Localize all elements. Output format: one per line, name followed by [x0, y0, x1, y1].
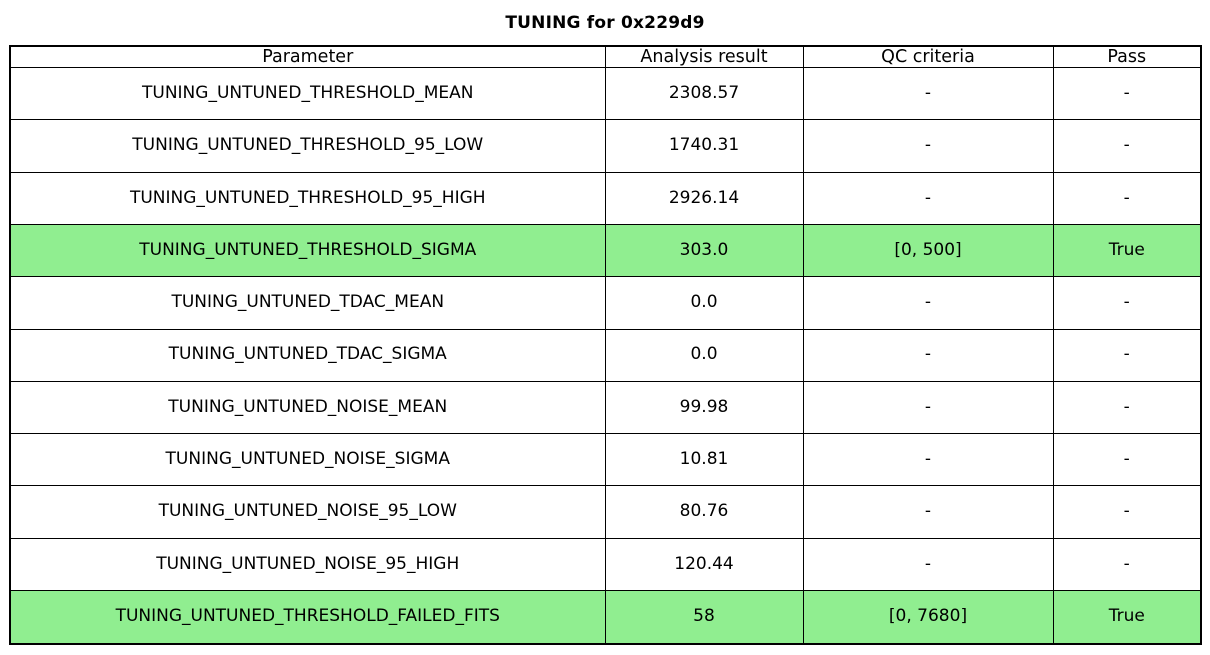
cell-analysis-result: 99.98	[604, 380, 804, 435]
qc-table-container: Parameter Analysis result QC criteria Pa…	[9, 45, 1202, 645]
cell-pass: -	[1052, 67, 1202, 121]
qc-results-table: Parameter Analysis result QC criteria Pa…	[9, 45, 1202, 645]
cell-analysis-result: 80.76	[604, 485, 804, 539]
cell-pass: -	[1052, 119, 1202, 173]
cell-qc-criteria: -	[802, 328, 1054, 382]
cell-parameter: TUNING_UNTUNED_NOISE_MEAN	[9, 380, 606, 435]
cell-parameter: TUNING_UNTUNED_NOISE_95_LOW	[9, 485, 606, 539]
column-header-parameter: Parameter	[9, 45, 606, 69]
cell-parameter: TUNING_UNTUNED_THRESHOLD_SIGMA	[9, 223, 606, 278]
cell-pass: -	[1052, 537, 1202, 591]
cell-analysis-result: 303.0	[604, 223, 804, 278]
table-row: TUNING_UNTUNED_THRESHOLD_95_HIGH 2926.14-…	[9, 171, 1202, 225]
cell-analysis-result: 120.44	[604, 537, 804, 591]
table-row: TUNING_UNTUNED_THRESHOLD_SIGMA 303.0 [0, 5…	[9, 223, 1202, 278]
table-row: TUNING_UNTUNED_NOISE_95_HIGH 120.44- -	[9, 537, 1202, 591]
cell-pass: -	[1052, 328, 1202, 382]
cell-analysis-result: 2308.57	[604, 67, 804, 121]
cell-analysis-result: 58	[604, 589, 804, 645]
table-row: TUNING_UNTUNED_NOISE_MEAN 99.98- -	[9, 380, 1202, 435]
cell-qc-criteria: -	[802, 537, 1054, 591]
cell-parameter: TUNING_UNTUNED_THRESHOLD_FAILED_FITS	[9, 589, 606, 645]
column-header-pass: Pass	[1052, 45, 1202, 69]
cell-analysis-result: 2926.14	[604, 171, 804, 225]
cell-pass: -	[1052, 171, 1202, 225]
column-header-qc-criteria: QC criteria	[802, 45, 1054, 69]
cell-analysis-result: 1740.31	[604, 119, 804, 173]
table-header: Parameter Analysis result QC criteria Pa…	[9, 45, 1202, 69]
cell-qc-criteria: -	[802, 171, 1054, 225]
table-row: TUNING_UNTUNED_TDAC_MEAN 0.0- -	[9, 276, 1202, 330]
cell-pass: True	[1052, 589, 1202, 645]
cell-parameter: TUNING_UNTUNED_NOISE_95_HIGH	[9, 537, 606, 591]
cell-pass: -	[1052, 433, 1202, 487]
table-row: TUNING_UNTUNED_THRESHOLD_FAILED_FITS 58 [0…	[9, 589, 1202, 645]
cell-parameter: TUNING_UNTUNED_TDAC_MEAN	[9, 276, 606, 330]
cell-pass: -	[1052, 380, 1202, 435]
cell-pass: True	[1052, 223, 1202, 278]
cell-analysis-result: 0.0	[604, 328, 804, 382]
cell-qc-criteria: -	[802, 67, 1054, 121]
page-title: TUNING for 0x229d9	[505, 12, 705, 33]
table-row: TUNING_UNTUNED_THRESHOLD_MEAN 2308.57- -	[9, 67, 1202, 121]
cell-pass: -	[1052, 276, 1202, 330]
cell-qc-criteria: -	[802, 485, 1054, 539]
page-title-bar: TUNING for 0x229d9	[0, 0, 1210, 45]
cell-analysis-result: 0.0	[604, 276, 804, 330]
cell-parameter: TUNING_UNTUNED_NOISE_SIGMA	[9, 433, 606, 487]
table-row: TUNING_UNTUNED_NOISE_95_LOW 80.76- -	[9, 485, 1202, 539]
cell-qc-criteria: -	[802, 119, 1054, 173]
cell-qc-criteria: [0, 500]	[802, 223, 1054, 278]
cell-parameter: TUNING_UNTUNED_TDAC_SIGMA	[9, 328, 606, 382]
table-row: TUNING_UNTUNED_THRESHOLD_95_LOW 1740.31- -	[9, 119, 1202, 173]
cell-analysis-result: 10.81	[604, 433, 804, 487]
table-row: TUNING_UNTUNED_NOISE_SIGMA 10.81- -	[9, 433, 1202, 487]
table-body: TUNING_UNTUNED_THRESHOLD_MEAN 2308.57- - TU…	[9, 67, 1202, 645]
table-row: TUNING_UNTUNED_TDAC_SIGMA 0.0- -	[9, 328, 1202, 382]
cell-pass: -	[1052, 485, 1202, 539]
cell-qc-criteria: -	[802, 380, 1054, 435]
cell-parameter: TUNING_UNTUNED_THRESHOLD_MEAN	[9, 67, 606, 121]
cell-qc-criteria: -	[802, 433, 1054, 487]
cell-qc-criteria: -	[802, 276, 1054, 330]
cell-qc-criteria: [0, 7680]	[802, 589, 1054, 645]
cell-parameter: TUNING_UNTUNED_THRESHOLD_95_HIGH	[9, 171, 606, 225]
table-header-row: Parameter Analysis result QC criteria Pa…	[9, 45, 1202, 69]
column-header-analysis-result: Analysis result	[604, 45, 804, 69]
cell-parameter: TUNING_UNTUNED_THRESHOLD_95_LOW	[9, 119, 606, 173]
